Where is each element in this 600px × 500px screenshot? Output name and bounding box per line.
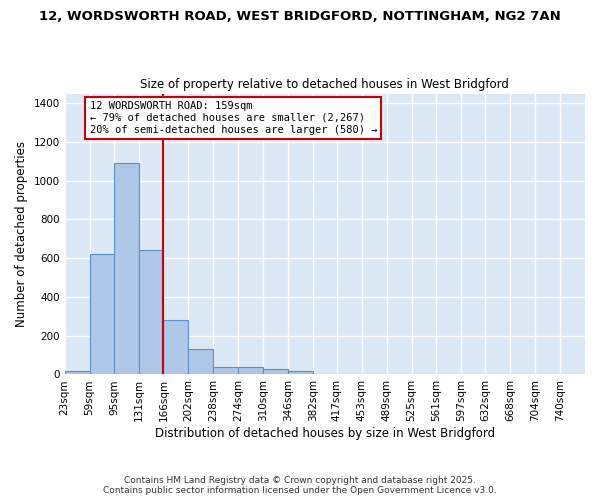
Bar [188, 350, 213, 374]
Bar [163, 320, 188, 374]
Title: Size of property relative to detached houses in West Bridgford: Size of property relative to detached ho… [140, 78, 509, 91]
Bar [263, 368, 288, 374]
Bar [213, 366, 238, 374]
Bar [238, 366, 263, 374]
Text: Contains HM Land Registry data © Crown copyright and database right 2025.
Contai: Contains HM Land Registry data © Crown c… [103, 476, 497, 495]
Bar [89, 254, 115, 374]
Text: 12, WORDSWORTH ROAD, WEST BRIDGFORD, NOTTINGHAM, NG2 7AN: 12, WORDSWORTH ROAD, WEST BRIDGFORD, NOT… [39, 10, 561, 23]
Y-axis label: Number of detached properties: Number of detached properties [15, 141, 28, 327]
Bar [115, 164, 139, 374]
Bar [65, 370, 89, 374]
X-axis label: Distribution of detached houses by size in West Bridgford: Distribution of detached houses by size … [155, 427, 495, 440]
Bar [288, 370, 313, 374]
Text: 12 WORDSWORTH ROAD: 159sqm
← 79% of detached houses are smaller (2,267)
20% of s: 12 WORDSWORTH ROAD: 159sqm ← 79% of deta… [89, 102, 377, 134]
Bar [139, 250, 163, 374]
